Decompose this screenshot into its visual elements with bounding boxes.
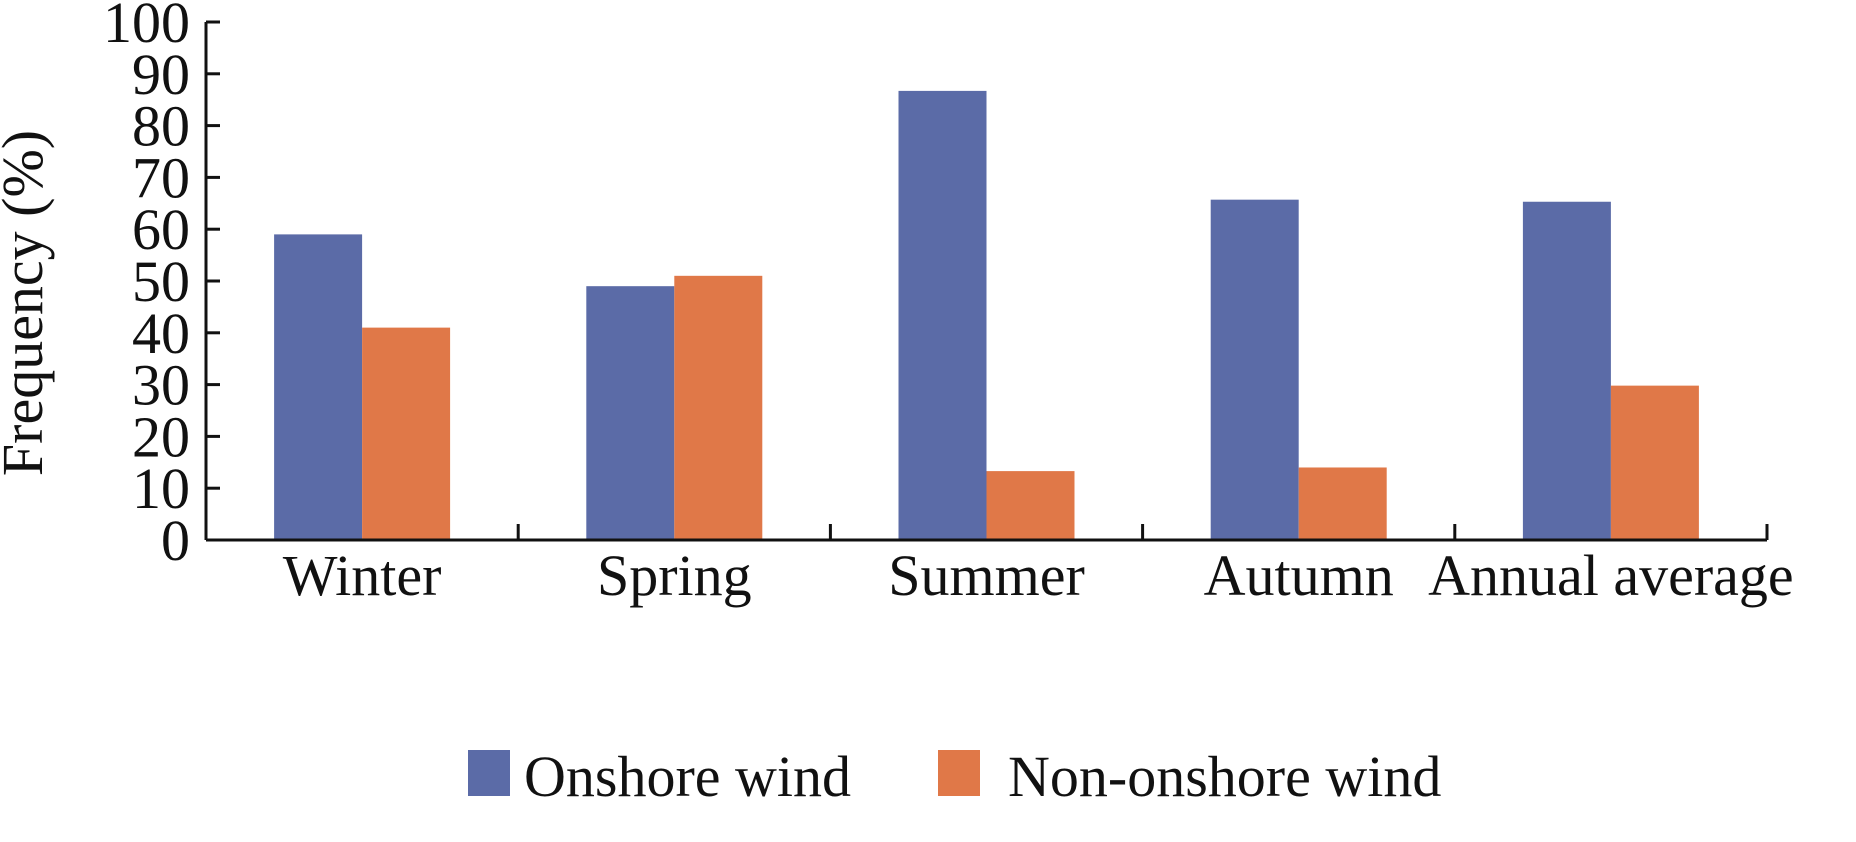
bar-non-onshore-wind-winter xyxy=(362,327,451,540)
y-tick-label: 60 xyxy=(132,197,190,262)
y-tick-label: 80 xyxy=(132,94,190,159)
legend-swatch-onshore-wind xyxy=(468,750,510,796)
y-tick-label: 100 xyxy=(103,0,190,55)
legend-swatch-non-onshore-wind xyxy=(938,750,980,796)
legend-label-non-onshore-wind: Non-onshore wind xyxy=(1008,744,1441,809)
bar-onshore-wind-annual-average xyxy=(1522,201,1611,540)
bars-group xyxy=(274,90,1699,541)
y-tick-label: 30 xyxy=(132,353,190,418)
legend-label-onshore-wind: Onshore wind xyxy=(524,744,851,809)
y-tick-label: 10 xyxy=(132,456,190,521)
bar-non-onshore-wind-autumn xyxy=(1298,467,1387,540)
y-tick-label: 70 xyxy=(132,145,190,210)
x-category-label: Spring xyxy=(597,543,752,608)
bar-onshore-wind-summer xyxy=(898,90,987,541)
bar-onshore-wind-spring xyxy=(586,286,675,540)
x-category-label: Summer xyxy=(888,543,1085,608)
bar-non-onshore-wind-annual-average xyxy=(1610,385,1699,540)
bar-onshore-wind-winter xyxy=(274,234,363,540)
y-tick-label: 0 xyxy=(161,508,190,573)
y-tick-label: 50 xyxy=(132,249,190,314)
y-tick-label: 90 xyxy=(132,42,190,107)
x-category-labels: Winter Spring Summer Autumn Annual average xyxy=(283,543,1794,608)
y-axis-title: Frequency (%) xyxy=(0,130,55,476)
y-axis-title-group: Frequency (%) xyxy=(0,130,55,476)
legend: Onshore wind Non-onshore wind xyxy=(468,744,1441,809)
bar-onshore-wind-autumn xyxy=(1210,199,1299,540)
bar-non-onshore-wind-spring xyxy=(674,275,763,540)
x-category-label: Winter xyxy=(283,543,442,608)
x-category-label: Annual average xyxy=(1428,543,1794,608)
axes-group xyxy=(204,20,1769,542)
x-category-label: Autumn xyxy=(1204,543,1394,608)
y-tick-label: 40 xyxy=(132,301,190,366)
bar-non-onshore-wind-summer xyxy=(986,471,1075,540)
y-tick-label: 20 xyxy=(132,404,190,469)
